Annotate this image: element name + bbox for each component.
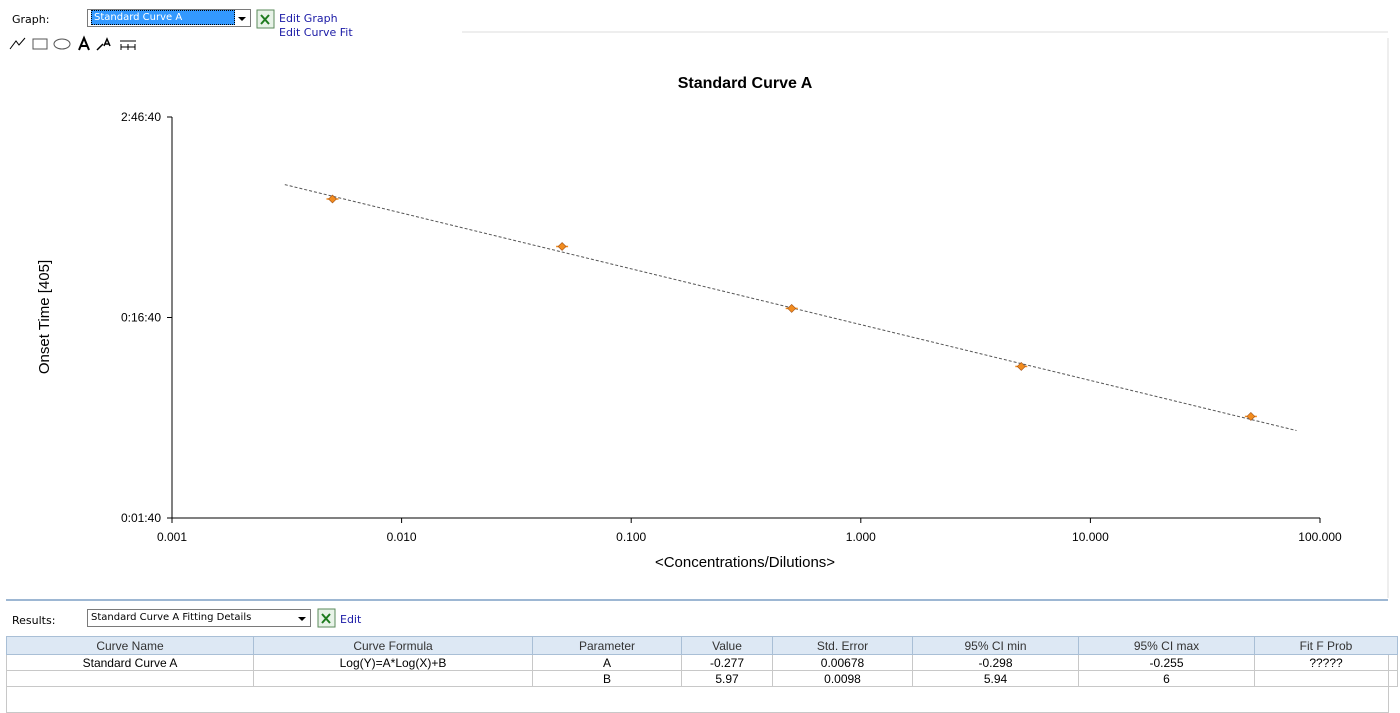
results-table: Curve Name Curve Formula Parameter Value Std… xyxy=(6,636,1398,687)
chart-title: Standard Curve A xyxy=(678,75,813,92)
table-cell xyxy=(1254,670,1398,687)
edit-graph-link[interactable]: Edit Graph xyxy=(279,12,338,25)
data-point xyxy=(1246,412,1256,421)
column-header: 95% CI min xyxy=(912,636,1079,655)
column-header: Std. Error xyxy=(772,636,913,655)
results-select-value: Standard Curve A Fitting Details xyxy=(91,612,252,623)
table-cell: Log(Y)=A*Log(X)+B xyxy=(253,654,533,671)
column-header: Parameter xyxy=(532,636,682,655)
data-point xyxy=(328,194,337,204)
table-cell xyxy=(6,670,254,687)
y-axis-label: Onset Time [405] xyxy=(36,260,53,374)
table-cell: -0.298 xyxy=(912,654,1079,671)
y-tick-label: 0:01:40 xyxy=(121,511,161,525)
data-point xyxy=(557,242,567,251)
results-select[interactable]: Standard Curve A Fitting Details xyxy=(87,609,311,627)
table-row: Standard Curve A Log(Y)=A*Log(X)+B A -0.277… xyxy=(6,654,1398,671)
table-cell: -0.277 xyxy=(681,654,773,671)
label-tool[interactable] xyxy=(96,37,111,51)
table-cell: 0.0098 xyxy=(772,670,913,687)
column-header: Curve Name xyxy=(6,636,254,655)
column-header: 95% CI max xyxy=(1078,636,1255,655)
table-cell: -0.255 xyxy=(1078,654,1255,671)
x-axis-label: <Concentrations/Dilutions> xyxy=(655,554,835,571)
rect-tool[interactable] xyxy=(32,38,48,50)
table-cell: A xyxy=(532,654,682,671)
x-tick-label: 0.100 xyxy=(616,530,646,544)
table-cell: 5.97 xyxy=(681,670,773,687)
table-cell: 5.94 xyxy=(912,670,1079,687)
graph-label: Graph: xyxy=(12,13,50,26)
column-header: Curve Formula xyxy=(253,636,533,655)
chart: Standard Curve A <Concentrations/Dilutio… xyxy=(6,31,1389,601)
table-cell: Standard Curve A xyxy=(6,654,254,671)
text-tool[interactable] xyxy=(78,35,90,51)
table-row: B 5.97 0.0098 5.94 6 xyxy=(6,670,1398,687)
x-tick-label: 0.001 xyxy=(157,530,187,544)
x-tick-label: 0.010 xyxy=(387,530,417,544)
dropdown-arrow xyxy=(298,617,306,621)
drawing-tools xyxy=(9,35,136,51)
header-row: Curve Name Curve Formula Parameter Value Std… xyxy=(6,636,1398,655)
excel-icon[interactable] xyxy=(317,608,337,628)
column-header: Value xyxy=(681,636,773,655)
y-tick-label: 2:46:40 xyxy=(121,110,161,124)
table-cell: 6 xyxy=(1078,670,1255,687)
table-cell: 0.00678 xyxy=(772,654,913,671)
edit-link[interactable]: Edit xyxy=(340,613,362,626)
results-label: Results: xyxy=(12,614,56,627)
x-tick-label: 10.000 xyxy=(1072,530,1109,544)
table-cell: ????? xyxy=(1254,654,1398,671)
column-header: Fit F Prob xyxy=(1254,636,1398,655)
scale-tool[interactable] xyxy=(120,40,136,50)
edit-curve-fit-link[interactable]: Edit Curve Fit xyxy=(279,26,353,39)
graph-select-value: Standard Curve A xyxy=(91,10,235,25)
y-tick-label: 0:16:40 xyxy=(121,311,161,325)
data-point xyxy=(1016,362,1026,371)
x-tick-label: 1.000 xyxy=(846,530,876,544)
ellipse-tool[interactable] xyxy=(53,38,71,50)
data-point xyxy=(787,303,797,313)
graph-select[interactable]: Standard Curve A xyxy=(87,9,251,27)
excel-icon[interactable] xyxy=(256,9,276,29)
dropdown-arrow xyxy=(238,17,246,21)
line-tool[interactable] xyxy=(9,37,26,50)
x-tick-label: 100.000 xyxy=(1298,530,1342,544)
table-cell: B xyxy=(532,670,682,687)
table-cell xyxy=(253,670,533,687)
